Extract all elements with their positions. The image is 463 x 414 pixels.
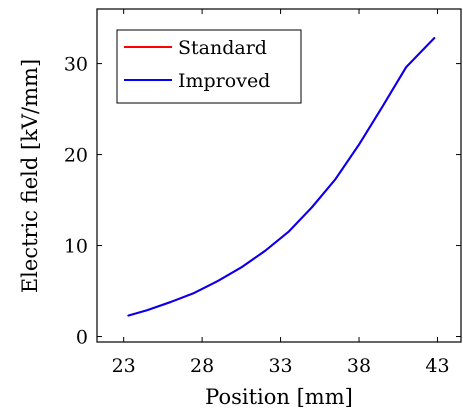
x-axis-ticks: 23 28 33 38 43 xyxy=(112,9,450,377)
y-axis-label: Electric field [kV/mm] xyxy=(18,59,42,293)
y-tick-label: 0 xyxy=(76,327,88,349)
x-tick-label: 38 xyxy=(347,355,371,377)
x-tick-label: 23 xyxy=(112,355,136,377)
x-tick-label: 43 xyxy=(425,355,449,377)
legend-box xyxy=(116,29,302,104)
y-axis-ticks: 0 10 20 30 xyxy=(64,54,461,349)
y-tick-label: 10 xyxy=(64,236,88,258)
legend: Standard Improved xyxy=(116,29,302,104)
x-tick-label: 28 xyxy=(190,355,214,377)
x-tick-label: 33 xyxy=(268,355,292,377)
plot-area-frame xyxy=(96,8,462,343)
series-layer xyxy=(127,37,436,317)
legend-entry-standard: Standard xyxy=(124,37,267,59)
legend-label-standard: Standard xyxy=(178,37,267,59)
x-axis-label: Position [mm] xyxy=(205,385,353,409)
legend-label-improved: Improved xyxy=(178,70,270,92)
y-tick-label: 20 xyxy=(64,145,88,167)
legend-entry-improved: Improved xyxy=(124,70,270,92)
series-line-improved xyxy=(127,37,436,317)
y-tick-label: 30 xyxy=(64,54,88,76)
